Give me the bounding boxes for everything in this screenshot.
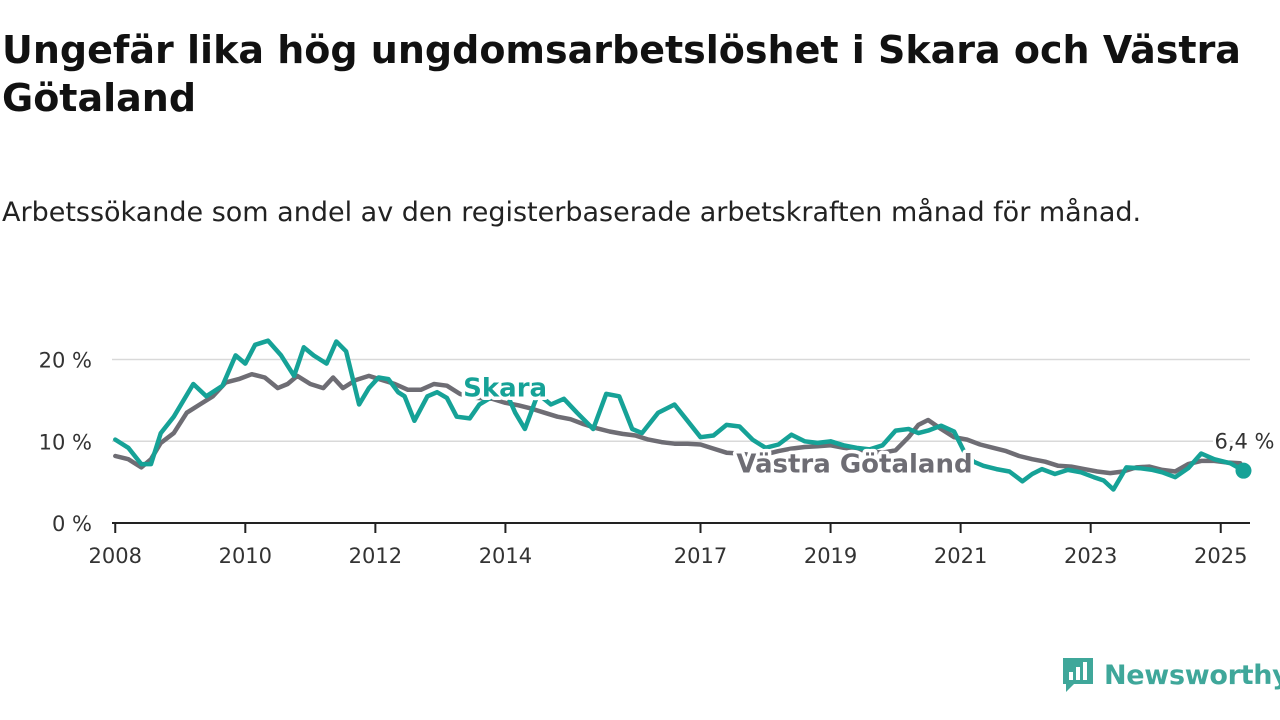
x-tick-label-2019: 2019 [804, 544, 857, 568]
x-tick-label-2012: 2012 [349, 544, 402, 568]
last-point-marker [1235, 462, 1252, 479]
y-tick-label-10: 10 % [39, 430, 92, 454]
series-line-v-stra-g-taland [113, 371, 1243, 476]
series-label-vastra-gotaland: Västra Götaland [736, 449, 972, 479]
x-tick-label-2021: 2021 [934, 544, 987, 568]
series-label-skara: Skara [463, 373, 547, 403]
chart-subtitle: Arbetssökande som andel av den registerb… [2, 197, 1142, 228]
y-tick-label-20: 20 % [39, 349, 92, 373]
newsworthy-logo: Newsworthy [1060, 655, 1280, 695]
newsworthy-logo-icon [1063, 658, 1093, 692]
x-tick-label-2017: 2017 [674, 544, 727, 568]
logo-text: Newsworthy [1104, 659, 1280, 691]
x-tick-label-2025: 2025 [1194, 544, 1247, 568]
x-tick-label-2010: 2010 [219, 544, 272, 568]
x-tick-label-2023: 2023 [1064, 544, 1117, 568]
last-value-label: 6,4 % [1214, 430, 1274, 454]
x-tick-label-2008: 2008 [89, 544, 142, 568]
y-tick-label-0: 0 % [52, 512, 92, 536]
series-line-skara [113, 338, 1246, 492]
chart-title: Ungefär lika hög ungdomsarbetslöshet i S… [2, 28, 1241, 120]
x-tick-label-2014: 2014 [479, 544, 532, 568]
line-chart: 0 % 10 % 20 % 2008 2010 2012 2014 2017 2019 2021 2… [39, 338, 1278, 568]
